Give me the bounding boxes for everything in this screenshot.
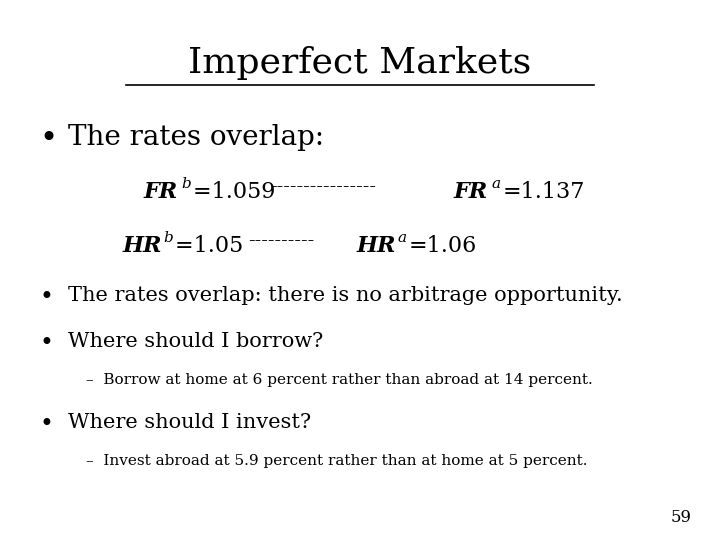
Text: b: b (181, 177, 192, 191)
Text: b: b (163, 231, 174, 245)
Text: •: • (40, 413, 53, 436)
Text: =1.05: =1.05 (175, 235, 251, 257)
Text: FR: FR (144, 181, 179, 203)
Text: Imperfect Markets: Imperfect Markets (189, 46, 531, 80)
Text: •: • (40, 124, 58, 155)
Text: a: a (491, 177, 500, 191)
Text: 59: 59 (670, 510, 691, 526)
Text: =1.059: =1.059 (193, 181, 282, 203)
Text: ----------------: ---------------- (270, 178, 376, 196)
Text: The rates overlap: there is no arbitrage opportunity.: The rates overlap: there is no arbitrage… (68, 286, 623, 305)
Text: •: • (40, 332, 53, 355)
Text: •: • (40, 286, 53, 309)
Text: =1.06: =1.06 (409, 235, 477, 257)
Text: The rates overlap:: The rates overlap: (68, 124, 325, 151)
Text: a: a (397, 231, 407, 245)
Text: –  Borrow at home at 6 percent rather than abroad at 14 percent.: – Borrow at home at 6 percent rather tha… (86, 373, 593, 387)
Text: ----------: ---------- (248, 232, 315, 250)
Text: HR: HR (122, 235, 162, 257)
Text: Where should I invest?: Where should I invest? (68, 413, 312, 432)
Text: –  Invest abroad at 5.9 percent rather than at home at 5 percent.: – Invest abroad at 5.9 percent rather th… (86, 454, 588, 468)
Text: =1.137: =1.137 (503, 181, 585, 203)
Text: Where should I borrow?: Where should I borrow? (68, 332, 324, 351)
Text: FR: FR (454, 181, 488, 203)
Text: HR: HR (356, 235, 396, 257)
